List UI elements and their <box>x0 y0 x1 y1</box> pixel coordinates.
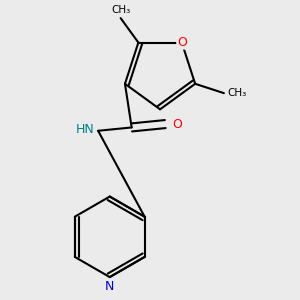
Text: O: O <box>172 118 182 130</box>
Text: HN: HN <box>76 123 95 136</box>
Text: O: O <box>177 36 187 49</box>
Text: CH₃: CH₃ <box>111 5 130 15</box>
Text: CH₃: CH₃ <box>227 88 247 98</box>
Text: N: N <box>105 280 114 293</box>
